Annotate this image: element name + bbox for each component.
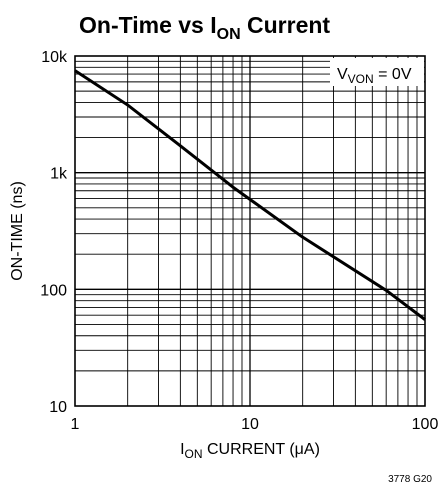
- y-axis-label: ON-TIME (ns): [9, 181, 26, 281]
- x-tick-label: 1: [71, 416, 80, 433]
- grid: [75, 56, 425, 406]
- figure-code: 3778 G20: [388, 474, 432, 485]
- x-axis-label: ION CURRENT (μA): [180, 441, 320, 461]
- series-line: [74, 69, 426, 321]
- annotation-box: [330, 58, 424, 86]
- plot-frame: [74, 55, 426, 407]
- chart-title: On-Time vs ION Current: [79, 12, 330, 43]
- y-tick-label: 10: [49, 399, 67, 416]
- x-tick-label: 100: [412, 416, 439, 433]
- y-tick-label: 10k: [41, 49, 68, 66]
- annotation-label: VVON = 0V: [337, 66, 412, 86]
- x-tick-label: 10: [241, 416, 259, 433]
- y-tick-label: 1k: [50, 166, 68, 183]
- y-tick-label: 100: [40, 282, 67, 299]
